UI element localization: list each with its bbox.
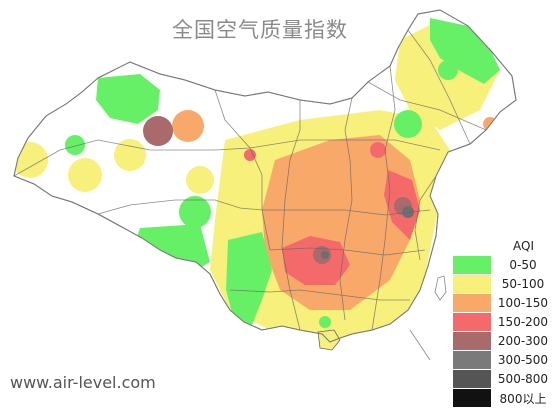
aqi-heat-layer — [14, 18, 500, 342]
legend-label: 300-500 — [497, 353, 549, 367]
legend-label: 0-50 — [509, 258, 537, 272]
legend-label: 200-300 — [497, 334, 549, 348]
legend-label: 100-150 — [497, 296, 549, 310]
legend-swatch — [453, 275, 491, 293]
china-border — [13, 9, 517, 343]
aqi-zone-grey — [321, 206, 414, 259]
legend-swatch — [453, 256, 491, 274]
legend-item: 100-150 — [453, 294, 555, 313]
legend-item: 200-300 — [453, 332, 555, 351]
legend-label: 150-200 — [497, 315, 549, 329]
map-title: 全国空气质量指数 — [172, 18, 348, 42]
legend-swatch — [453, 351, 491, 369]
legend-swatch — [453, 389, 491, 407]
watermark: www.air-level.com — [10, 373, 156, 392]
legend-item: 800以上 — [453, 389, 555, 408]
legend-swatch — [453, 294, 491, 312]
legend-label: 50-100 — [501, 277, 545, 291]
legend-swatch — [453, 313, 491, 331]
legend-item: 500-800 — [453, 370, 555, 389]
legend-item: 0-50 — [453, 256, 555, 275]
legend-label: 500-800 — [497, 372, 549, 386]
south-sea-marker — [409, 329, 431, 361]
taiwan-island — [434, 275, 447, 301]
legend-item: 50-100 — [453, 275, 555, 294]
legend-item: 300-500 — [453, 351, 555, 370]
aqi-legend: AQI 0-50 50-100 100-150 150-200 200-300 … — [453, 236, 555, 408]
legend-item: 150-200 — [453, 313, 555, 332]
province-borders — [13, 29, 487, 331]
legend-swatch — [453, 370, 491, 388]
legend-swatch — [453, 332, 491, 350]
legend-title: AQI — [513, 239, 534, 253]
legend-label: 800以上 — [499, 391, 547, 406]
